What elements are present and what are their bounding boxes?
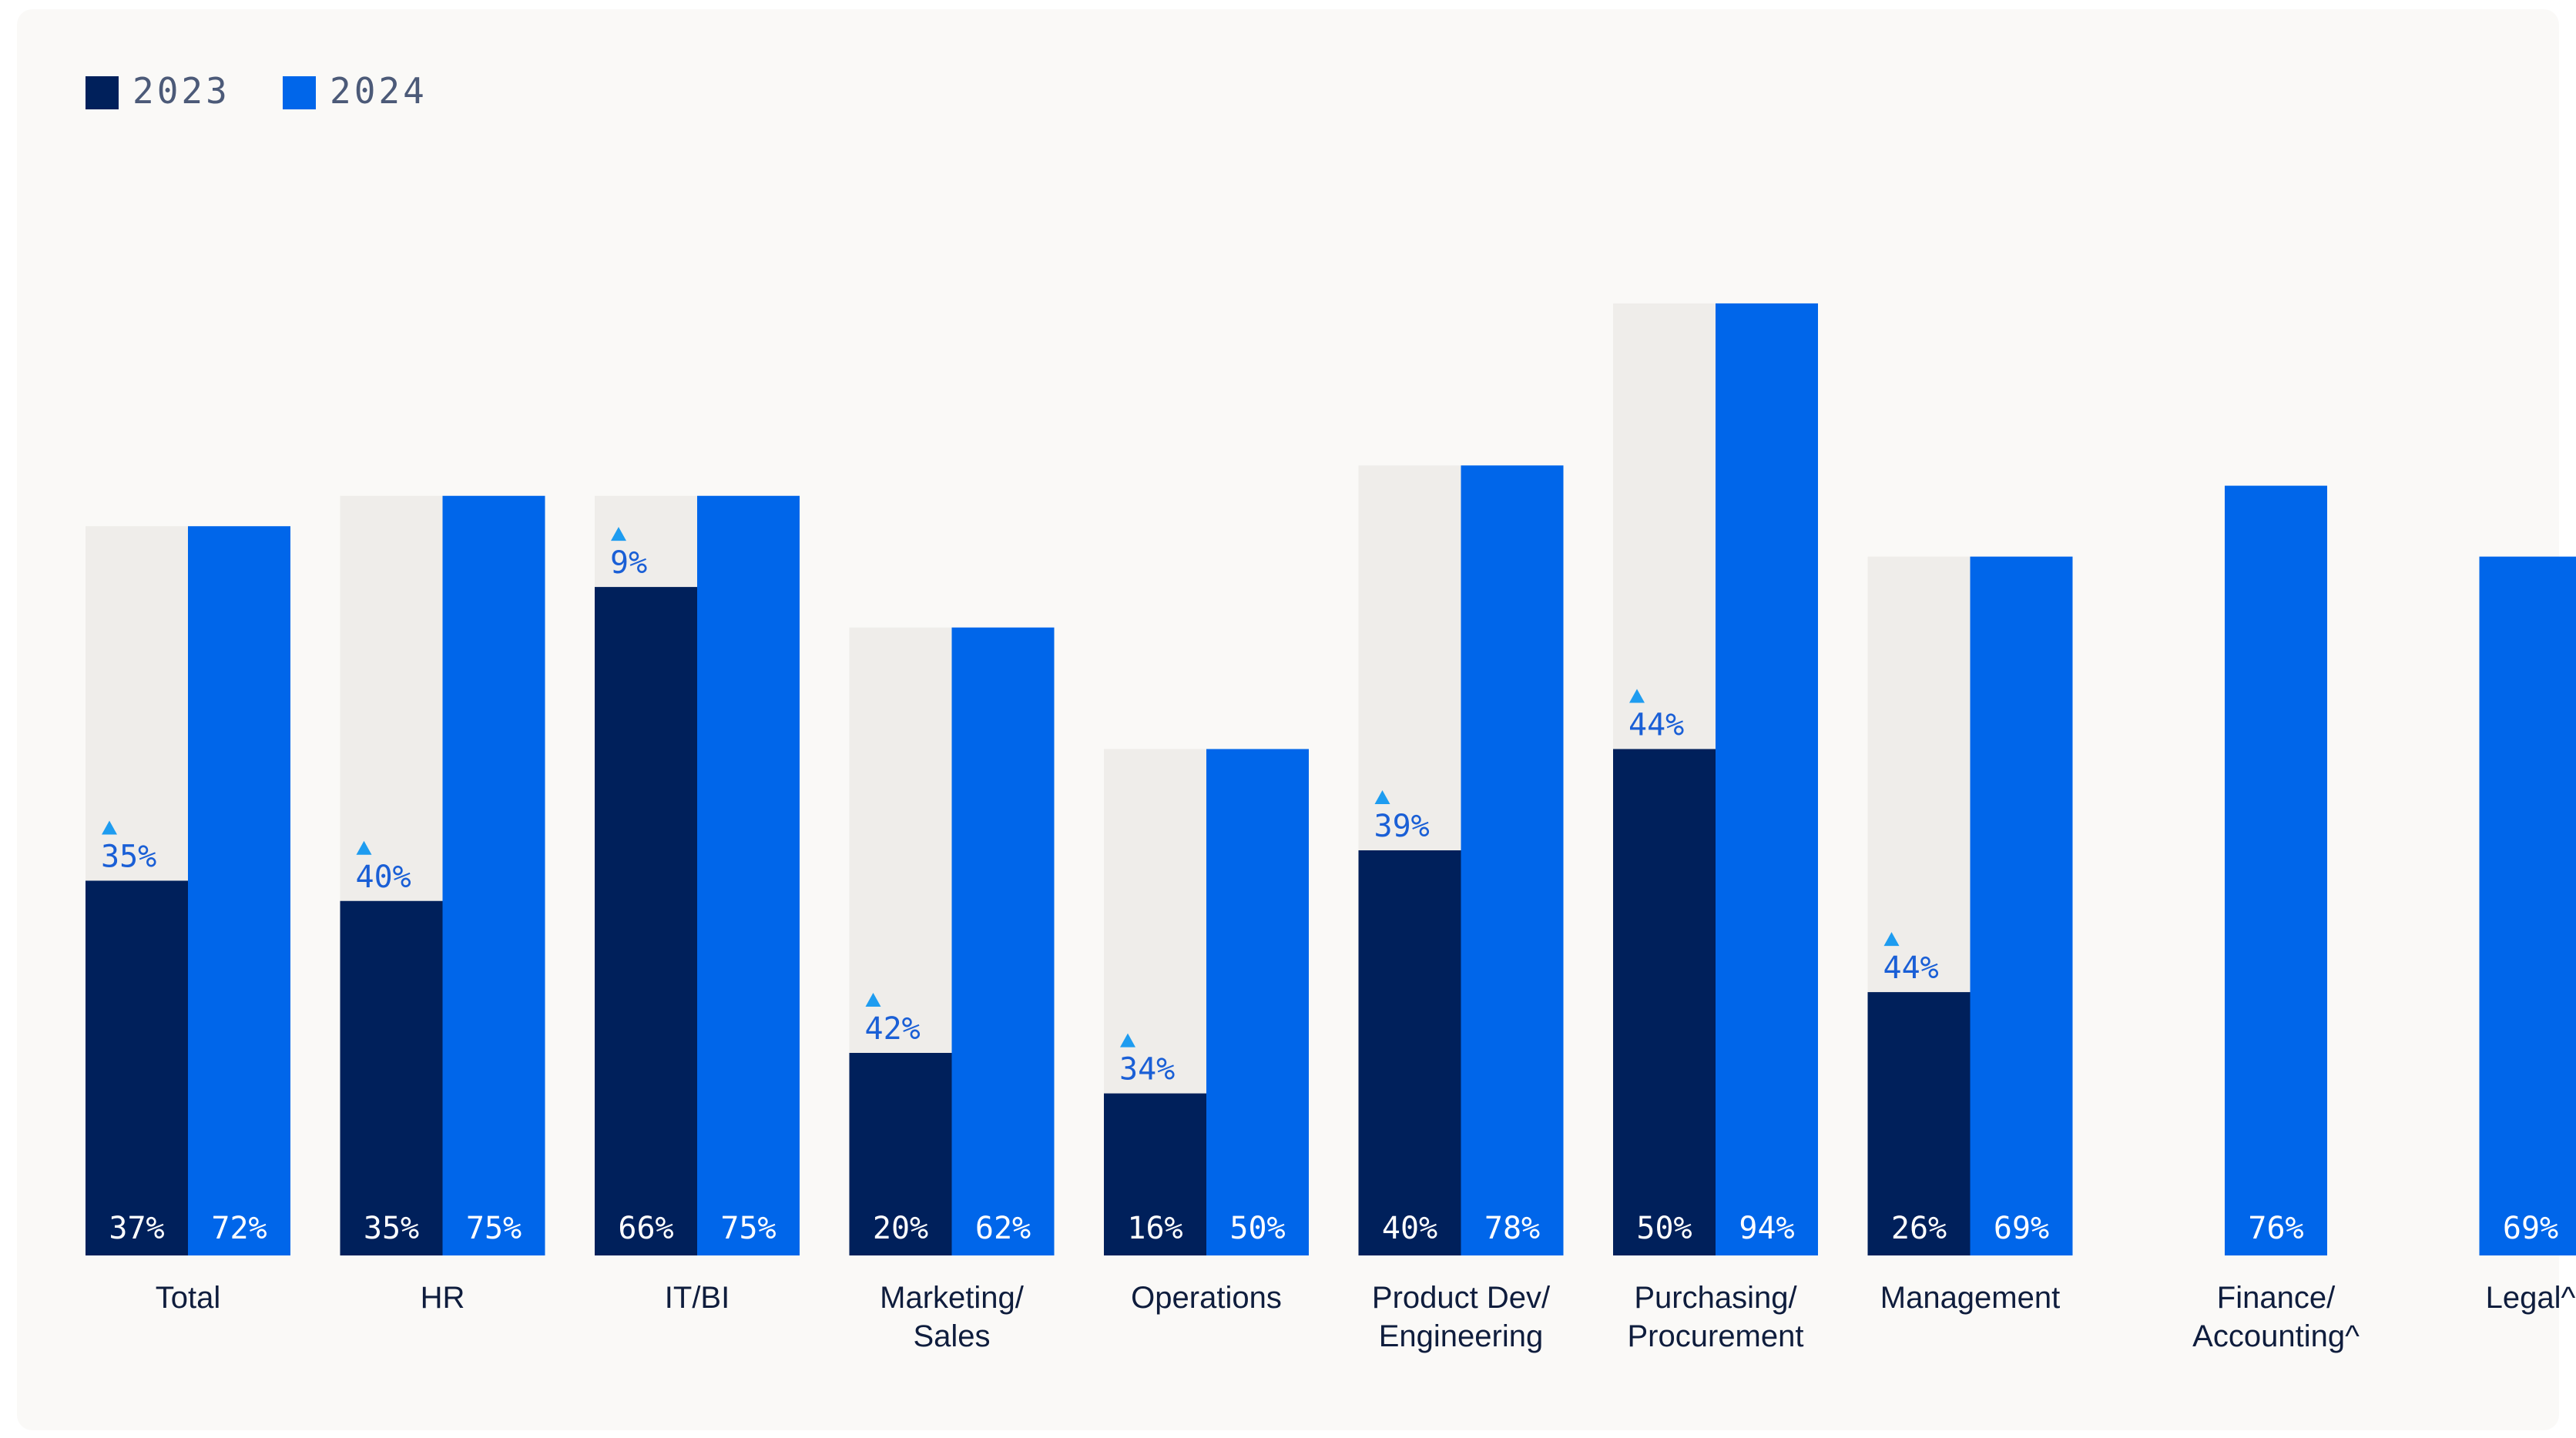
bar-2024 (2225, 485, 2327, 1255)
category-label: Finance/ (2217, 1281, 2336, 1315)
value-label-2024: 75% (466, 1211, 522, 1246)
value-label-2023: 16% (1127, 1211, 1182, 1246)
increase-arrow-icon (865, 993, 881, 1007)
category-label: Sales (913, 1319, 990, 1353)
category-label: Purchasing/ (1634, 1281, 1797, 1315)
category-label: Legal^ (2486, 1281, 2576, 1315)
legend-swatch-2023 (86, 76, 119, 109)
bar-2023 (595, 587, 697, 1255)
bar-2023 (1613, 749, 1716, 1255)
bar-2024 (2479, 556, 2576, 1255)
increase-arrow-icon (1120, 1033, 1135, 1047)
value-label-2023: 26% (1891, 1211, 1947, 1246)
bar-2023 (1358, 850, 1461, 1255)
bar-2023 (86, 880, 188, 1255)
value-label-2024: 72% (211, 1211, 267, 1246)
value-label-2024: 62% (975, 1211, 1031, 1246)
value-label-2023: 37% (109, 1211, 164, 1246)
increase-label: 34% (1119, 1052, 1175, 1088)
bar-2023 (1104, 1093, 1206, 1255)
increase-label: 44% (1628, 708, 1684, 743)
bar-2024 (1206, 749, 1309, 1255)
category-label: IT/BI (665, 1281, 730, 1315)
increase-arrow-icon (1374, 790, 1390, 804)
bar-2023 (849, 1053, 952, 1255)
value-label-2024: 69% (2503, 1211, 2558, 1246)
increase-label: 42% (865, 1011, 921, 1047)
category-label: Engineering (1379, 1319, 1544, 1353)
value-label-2024: 50% (1229, 1211, 1285, 1246)
increase-label: 9% (610, 545, 647, 581)
increase-label: 40% (356, 860, 411, 895)
increase-label: 39% (1374, 809, 1430, 844)
increase-arrow-icon (102, 820, 117, 835)
bar-2024 (1716, 303, 1818, 1255)
category-label: Operations (1131, 1281, 1282, 1315)
category-label: Marketing/ (880, 1281, 1025, 1315)
bar-2023 (1867, 992, 1971, 1255)
increase-label: 35% (101, 839, 156, 874)
value-label-2024: 94% (1739, 1211, 1794, 1246)
value-label-2024: 75% (720, 1211, 776, 1246)
legend-label-2023: 2023 (132, 70, 230, 112)
value-label-2023: 66% (618, 1211, 673, 1246)
legend: 2023 2024 (86, 70, 428, 112)
category-label: Procurement (1628, 1319, 1804, 1353)
increase-arrow-icon (1629, 689, 1645, 703)
bar-2024 (951, 627, 1055, 1255)
value-label-2024: 76% (2248, 1211, 2303, 1246)
bar-2024 (188, 526, 290, 1255)
legend-label-2024: 2024 (330, 70, 428, 112)
value-label-2024: 78% (1484, 1211, 1540, 1246)
category-label: HR (421, 1281, 465, 1315)
increase-arrow-icon (356, 840, 372, 855)
bar-2024 (697, 495, 800, 1255)
value-label-2023: 40% (1382, 1211, 1437, 1246)
value-label-2023: 50% (1636, 1211, 1692, 1246)
bar-2024 (1970, 556, 2073, 1255)
bar-2024 (1461, 465, 1564, 1255)
value-label-2024: 69% (1994, 1211, 2049, 1246)
increase-label: 44% (1883, 950, 1939, 986)
category-label: Accounting^ (2192, 1319, 2360, 1353)
increase-arrow-icon (1883, 932, 1900, 947)
category-label: Product Dev/ (1372, 1281, 1551, 1315)
value-label-2023: 35% (364, 1211, 419, 1246)
bar-2023 (340, 900, 443, 1255)
value-label-2023: 20% (873, 1211, 928, 1246)
legend-swatch-2024 (283, 76, 316, 109)
increase-arrow-icon (611, 527, 626, 541)
category-label: Management (1880, 1281, 2060, 1315)
bar-2024 (442, 495, 545, 1255)
category-label: Total (156, 1281, 221, 1315)
bars: 37% 35% 72% Total 35% 40% 75% HR 66% 9% 75% IT/BI 20… (86, 303, 2576, 1353)
